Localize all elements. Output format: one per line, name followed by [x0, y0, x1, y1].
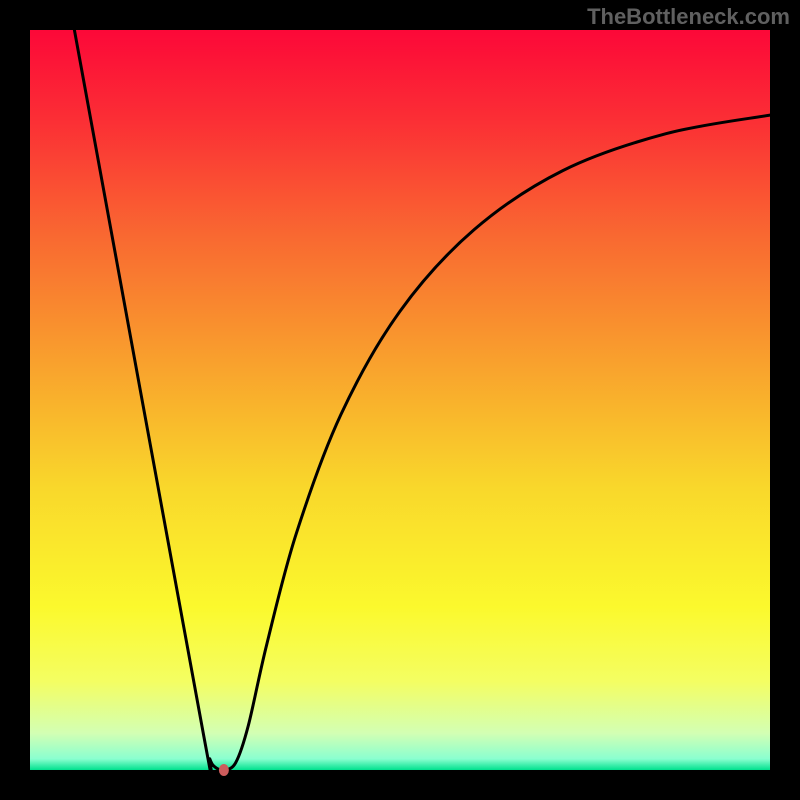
optimal-point-marker [219, 764, 229, 776]
bottleneck-chart [0, 0, 800, 800]
chart-frame: TheBottleneck.com [0, 0, 800, 800]
